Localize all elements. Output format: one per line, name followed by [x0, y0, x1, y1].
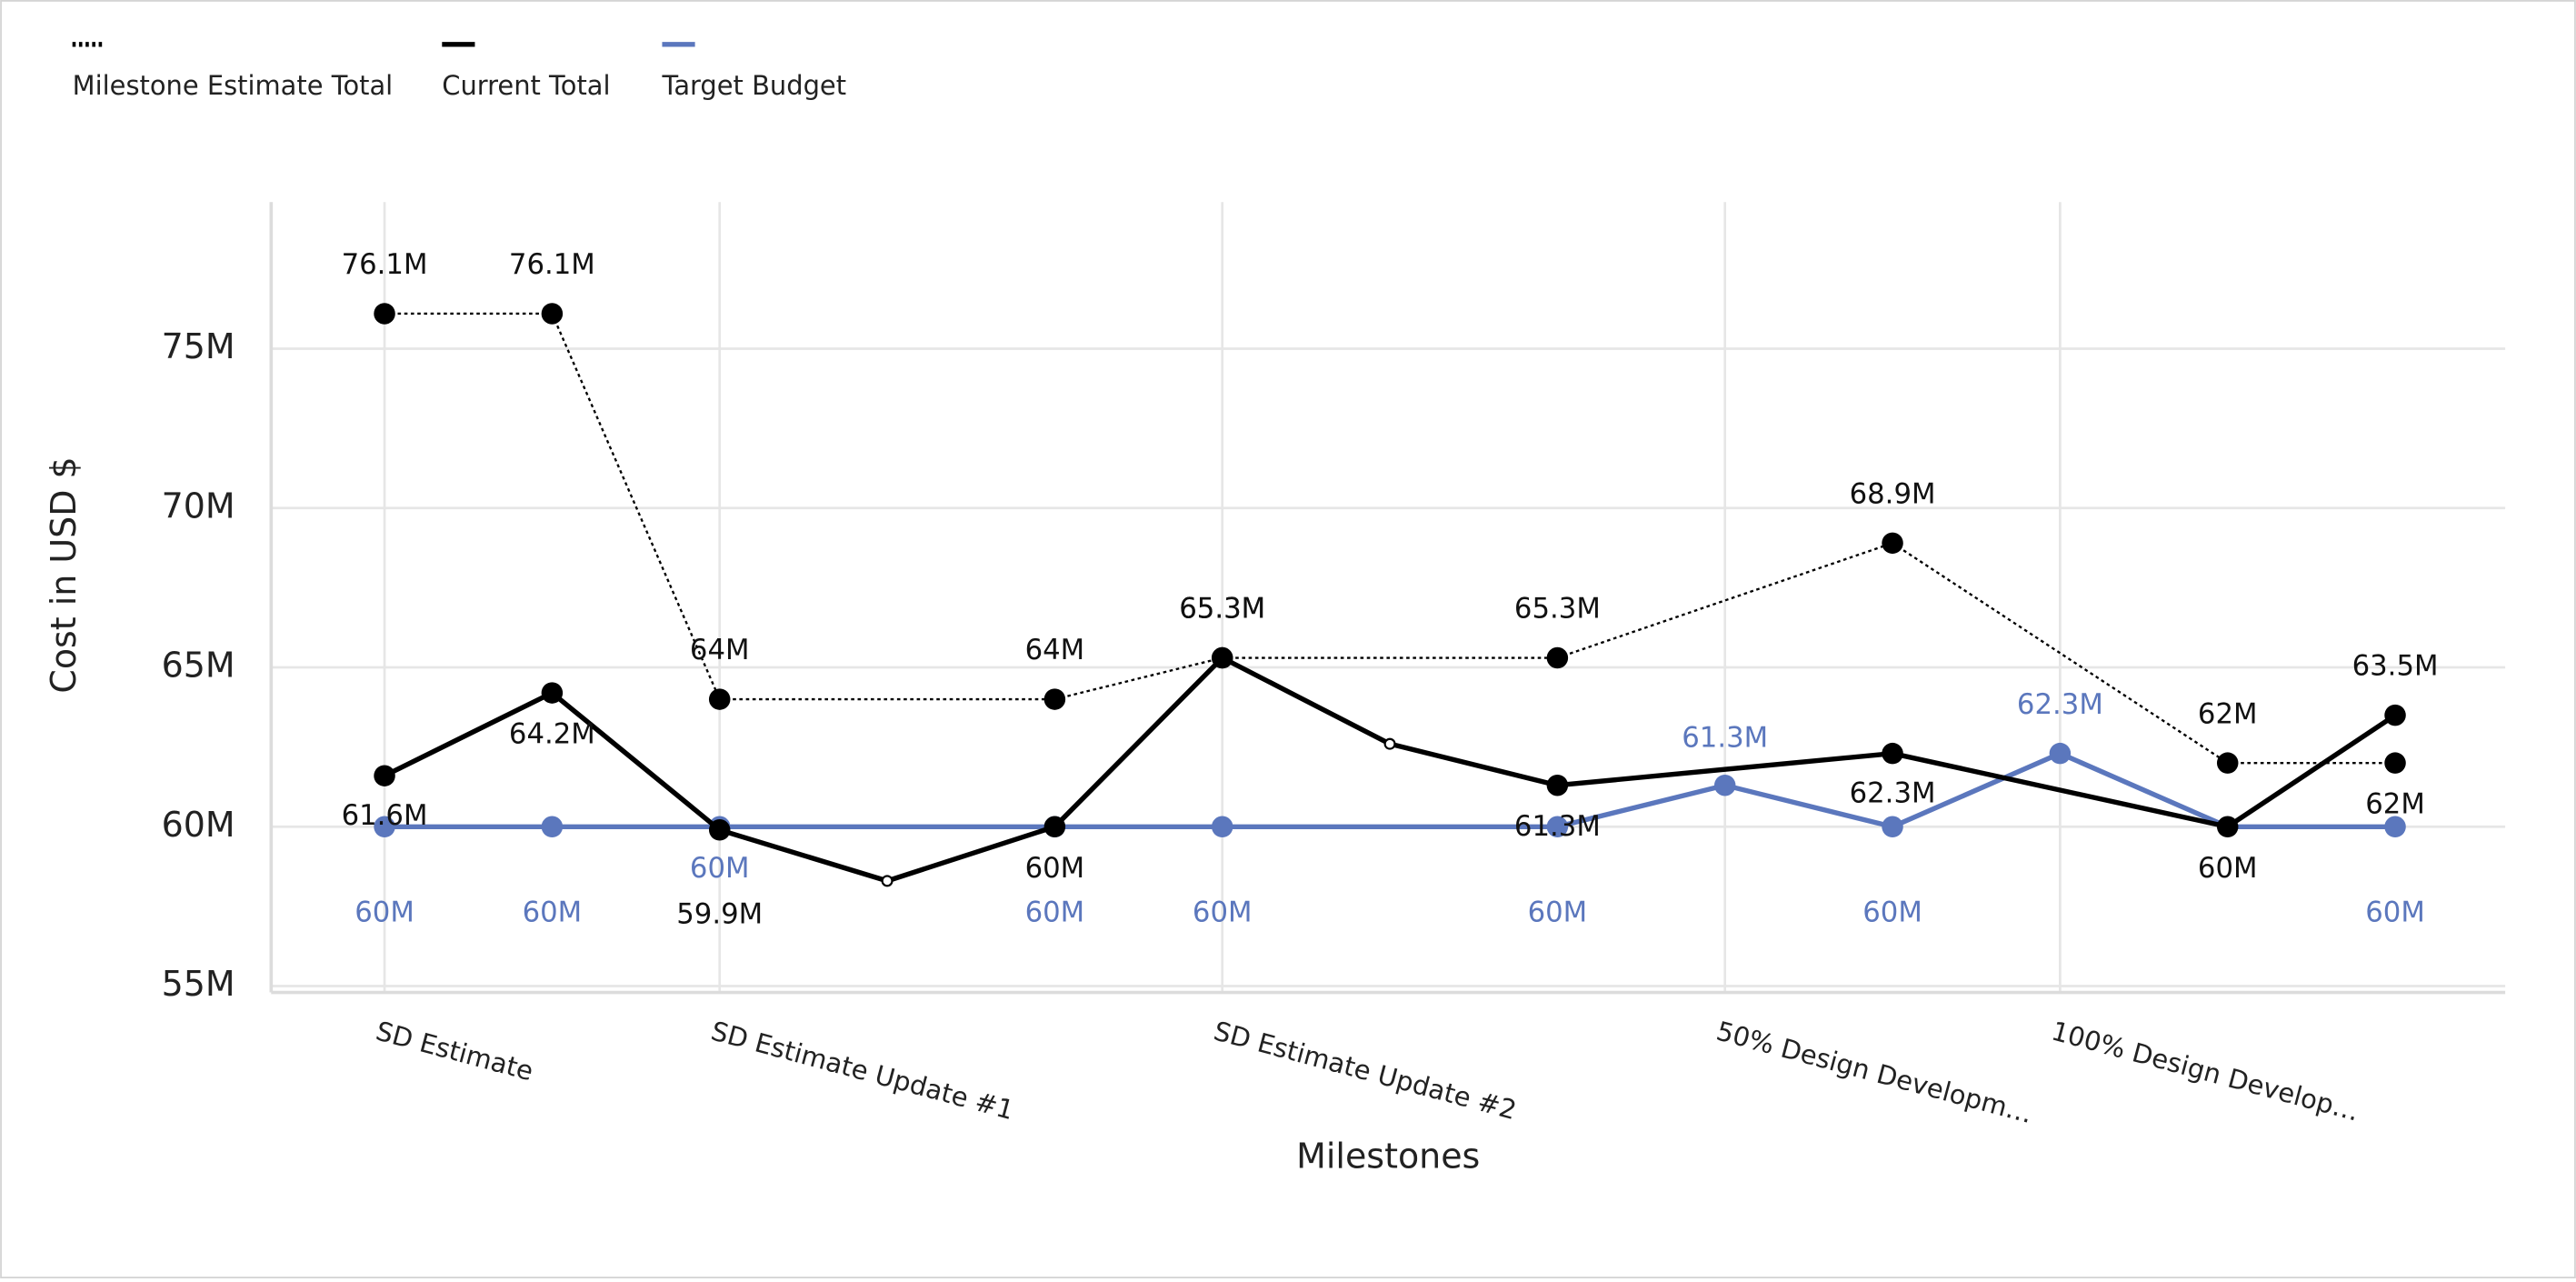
point [374, 816, 395, 838]
legend-label: Milestone Estimate Total [73, 70, 394, 101]
point [1043, 816, 1066, 838]
line-segment [1053, 656, 1224, 829]
point [2384, 752, 2406, 774]
point [1713, 774, 1736, 796]
data-label: 60M [2365, 896, 2425, 929]
line-segment [886, 824, 1056, 884]
point [374, 303, 395, 325]
data-label: 62M [2198, 697, 2258, 730]
y-tick-label: 55M [162, 964, 235, 1004]
y-tick-label: 60M [162, 805, 235, 845]
line-segment [1221, 656, 1392, 746]
line-segment [551, 313, 721, 700]
line-segment [1724, 783, 1893, 829]
line-segment [2226, 713, 2397, 829]
data-label: 61.3M [1514, 810, 1601, 843]
data-label: 60M [1025, 896, 1085, 929]
data-label: 60M [2198, 852, 2258, 885]
data-label: 76.1M [509, 248, 595, 281]
data-label: 65.3M [1179, 593, 1265, 626]
point [1546, 774, 1569, 796]
data-label: 62.3M [2017, 688, 2103, 721]
line-segment [1054, 656, 1223, 701]
legend-label: Current Total [442, 70, 610, 101]
line-segment [1389, 741, 1559, 788]
data-label: 60M [1528, 896, 1588, 929]
line-segment [1892, 751, 2229, 829]
line-segment [383, 690, 554, 778]
data-label: 60M [1025, 852, 1085, 885]
data-label: 65.3M [1179, 593, 1265, 626]
point [2384, 704, 2406, 726]
y-tick-label: 75M [162, 326, 235, 366]
data-label: 64.2M [509, 718, 595, 751]
data-label: 64M [1025, 634, 1085, 666]
line-segment [2059, 751, 2229, 829]
data-label: 59.9M [676, 897, 763, 930]
y-tick-label: 70M [162, 486, 235, 526]
y-axis-title: Cost in USD $ [44, 456, 84, 693]
point [708, 688, 731, 710]
line-segment [1892, 542, 2229, 765]
point [1043, 688, 1066, 710]
point [1211, 816, 1233, 838]
point [1882, 532, 1903, 555]
point [1882, 742, 1903, 765]
point [2384, 816, 2406, 838]
data-label: 63.5M [2352, 650, 2439, 683]
point [2216, 752, 2239, 774]
data-label: 61.3M [1682, 722, 1768, 755]
data-label: 60M [690, 852, 750, 885]
point [541, 682, 564, 704]
legend: Milestone Estimate Total Current Total Tar… [72, 42, 846, 101]
line-segment [1557, 750, 1893, 788]
data-label: 65.3M [1514, 593, 1601, 626]
legend-label: Target Budget [661, 70, 846, 101]
point [1546, 646, 1569, 669]
point [374, 765, 395, 786]
point [1882, 816, 1903, 838]
line-segment [1891, 751, 2062, 829]
x-axis-title: Milestones [1296, 1137, 1480, 1177]
data-label: 60M [523, 896, 583, 929]
data-label: 62M [2365, 788, 2425, 821]
data-label: 60M [1862, 896, 1922, 929]
data-label: 60M [1193, 896, 1253, 929]
y-tick-label: 65M [162, 646, 235, 686]
point [541, 303, 564, 325]
point [881, 875, 894, 887]
data-label: 64M [690, 634, 750, 666]
point [1546, 816, 1569, 838]
data-label: 76.1M [342, 248, 428, 281]
point [2216, 816, 2239, 838]
data-label: 62.3M [1850, 776, 1936, 809]
point [541, 816, 564, 838]
line-segment [550, 690, 722, 832]
data-label: 68.9M [1850, 477, 1936, 510]
data-label: 61.6M [342, 799, 428, 832]
point [708, 819, 731, 841]
point [2049, 742, 2072, 765]
point [1211, 646, 1233, 669]
line-segment [718, 827, 888, 884]
point [1383, 737, 1396, 750]
line-segment [1556, 783, 1726, 829]
data-label: 60M [354, 896, 414, 929]
